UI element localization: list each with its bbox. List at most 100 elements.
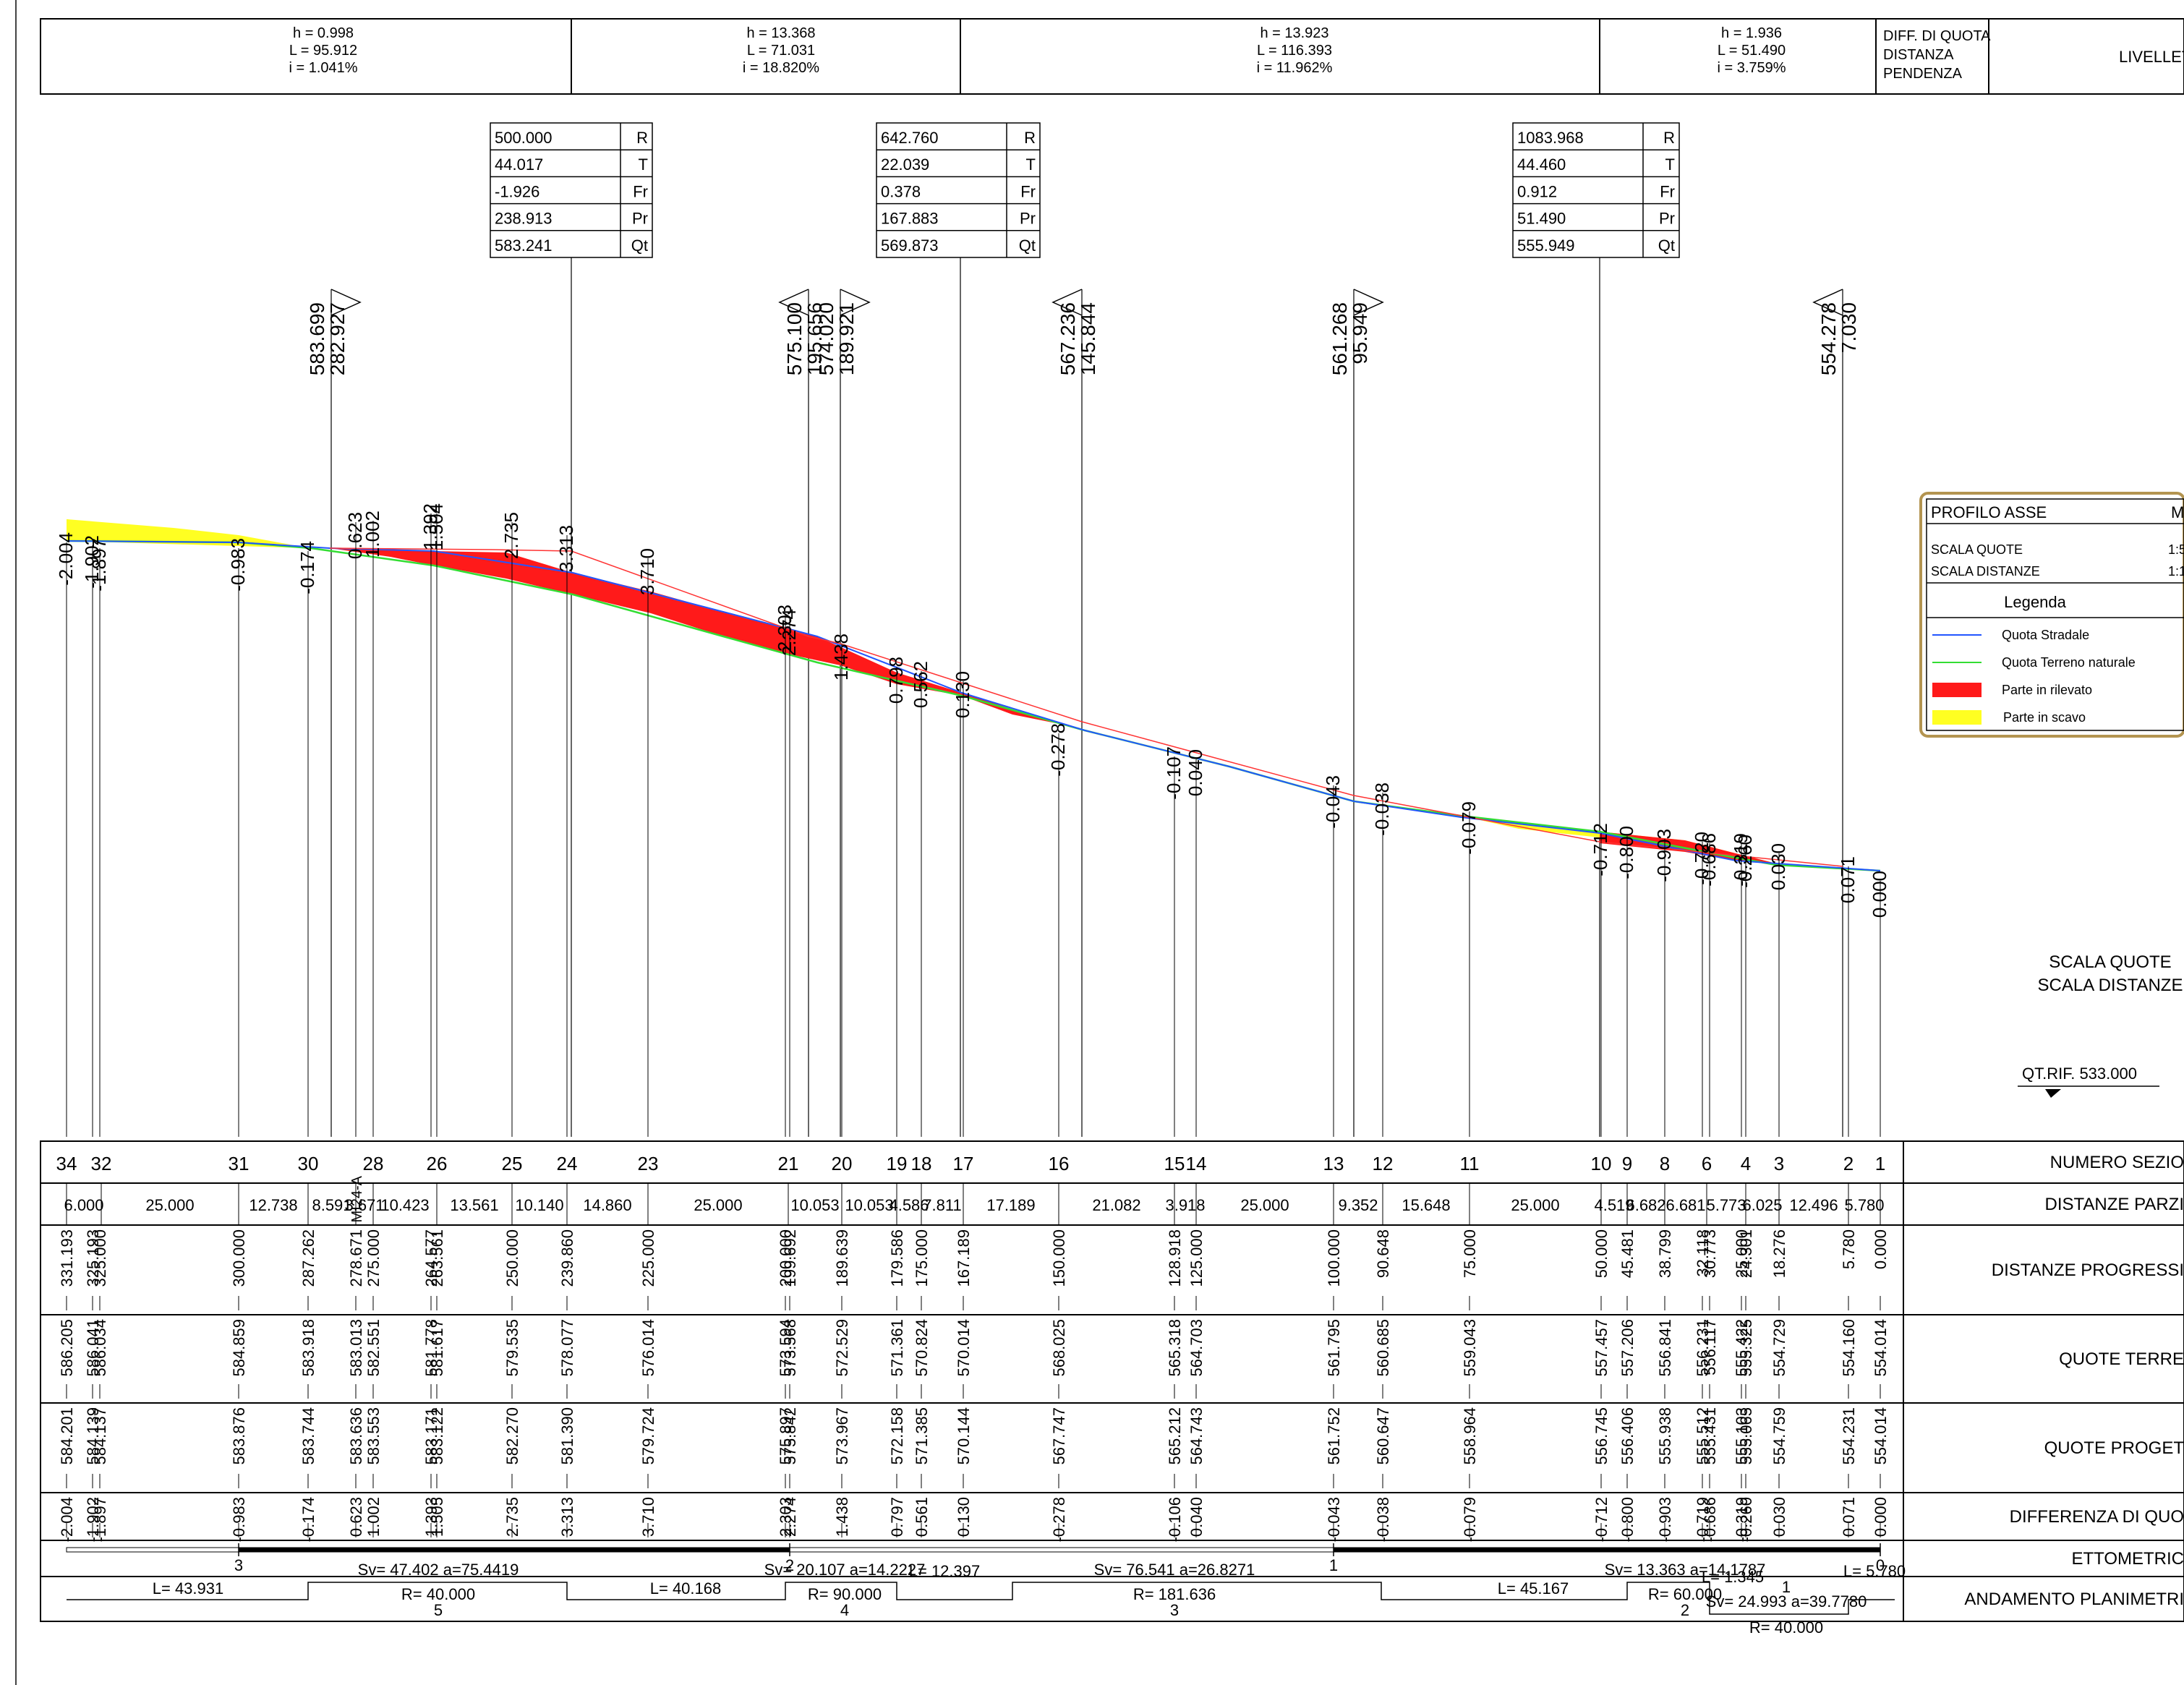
legend-scale-distance-value: 1:1 — [2168, 564, 2184, 579]
ettometric-label: 0 — [1876, 1556, 1885, 1574]
legend-fill-swatch — [1932, 683, 1982, 697]
vertex-distance: 189.921 — [835, 302, 858, 375]
row-title: DIFFERENZA DI QUO — [2010, 1507, 2184, 1527]
section-number: 26 — [427, 1153, 448, 1174]
partial-distance: 15.648 — [1402, 1196, 1450, 1214]
grade-L-0: L = 95.912 — [289, 43, 357, 59]
tangent-line — [329, 547, 1843, 867]
profile-diff-label: -0.107 — [1163, 746, 1185, 800]
curve-box-key: Fr — [1660, 182, 1675, 200]
section-number: 8 — [1660, 1153, 1670, 1174]
vertex-distance: 282.927 — [326, 302, 349, 375]
curve-box-0: 500.000 R 44.017 T -1.926 Fr 238.913 Pr 583.241 Q… — [490, 122, 653, 1137]
project-value: 556.406 — [1618, 1407, 1637, 1465]
differences-value: -0.174 — [299, 1497, 317, 1542]
planimetric-curve-sv: Sv= 47.402 a=75.4419 — [358, 1561, 519, 1579]
project-value: 571.385 — [913, 1407, 931, 1465]
section-number: 13 — [1323, 1153, 1344, 1174]
curve-box-value: 569.873 — [881, 236, 939, 255]
differences-value: -0.043 — [1325, 1497, 1343, 1542]
grade-header-title: LIVELLET — [2119, 48, 2184, 66]
grade-i-3: i = 3.759% — [1717, 60, 1786, 76]
differences-value: -0.719 — [1694, 1497, 1712, 1542]
curve-box-value: 51.490 — [1517, 210, 1566, 228]
terrain-value: 586.041 — [84, 1319, 102, 1377]
partial-distance: 7.811 — [923, 1196, 961, 1214]
project-value: 583.636 — [347, 1407, 365, 1465]
progressive-value: 264.577 — [422, 1229, 440, 1287]
differences-value: 3.313 — [558, 1497, 576, 1537]
curve-box-value: 500.000 — [495, 129, 553, 147]
profile-diff-label: -0.260 — [1734, 835, 1756, 888]
project-value: 584.137 — [91, 1407, 109, 1465]
progressive-value: 189.639 — [833, 1229, 851, 1287]
terrain-value: 572.529 — [833, 1319, 851, 1377]
differences-value: 0.030 — [1770, 1497, 1788, 1537]
legend-scale-distance: SCALA DISTANZE — [1931, 564, 2040, 579]
curve-box-key: R — [1024, 129, 1036, 147]
project-value: 565.212 — [1166, 1407, 1184, 1465]
planimetric-curve-r: R= 181.636 — [1133, 1585, 1216, 1603]
ettometric-label: 3 — [234, 1556, 243, 1574]
curve-box-value: -1.926 — [495, 182, 539, 200]
curve-box-key: Qt — [1658, 236, 1675, 255]
project-value: 575.897 — [777, 1407, 795, 1465]
partial-distance: 17.189 — [986, 1196, 1035, 1214]
legend-subtitle: Legenda — [2004, 593, 2066, 611]
profile-diff-label: -0.903 — [1653, 829, 1675, 882]
terrain-value: 557.457 — [1592, 1319, 1611, 1377]
grade-i-1: i = 18.820% — [743, 60, 819, 76]
project-value: 556.745 — [1592, 1407, 1611, 1465]
curve-box-value: 238.913 — [495, 210, 553, 228]
vertex-quota: 561.268 — [1328, 302, 1351, 375]
differences-value: 3.710 — [639, 1497, 657, 1537]
legend-item-terrain: Quota Terreno naturale — [2002, 655, 2136, 670]
row-title: DISTANZE PROGRESSI — [1992, 1260, 2184, 1280]
terrain-value: 586.205 — [58, 1319, 76, 1377]
section-number: 10 — [1591, 1153, 1612, 1174]
project-value: 584.139 — [84, 1407, 102, 1465]
planimetric-curve-r: R= 40.000 — [1749, 1618, 1823, 1637]
differences-value: 2.303 — [777, 1497, 795, 1537]
planimetric-curve-r: R= 60.000 — [1648, 1585, 1722, 1603]
section-number: 3 — [1774, 1153, 1784, 1174]
reference-datum-label: QT.RIF. 533.000 — [2022, 1065, 2137, 1083]
profile-diff-label: 2.274 — [778, 609, 800, 656]
terrain-value: 561.795 — [1325, 1319, 1343, 1377]
grade-header-label-distance: DISTANZA — [1883, 47, 1954, 63]
profile-diff-label: -0.983 — [227, 538, 249, 592]
profile-diff-label: 3.710 — [636, 548, 658, 595]
curve-box-value: 44.017 — [495, 155, 543, 174]
planimetric-straight: L= 45.167 — [1498, 1579, 1569, 1597]
profile-plot: -2.004 -1.902-1.897 -0.983 -0.174 0.6231.002… — [55, 503, 1890, 1137]
partial-distance: 6.000 — [64, 1196, 103, 1214]
project-value: 579.724 — [639, 1407, 657, 1465]
progressive-value: 30.773 — [1701, 1229, 1719, 1278]
progressive-value: 200.000 — [777, 1229, 795, 1287]
progressive-value: 263.561 — [428, 1229, 446, 1287]
ettometric-segment — [1334, 1548, 1880, 1552]
legend-box: PROFILO ASSE M SCALA QUOTE 1:5 SCALA DIS… — [1919, 492, 2184, 738]
profile-diff-label: -0.712 — [1590, 823, 1611, 876]
reference-datum: QT.RIF. 533.000 — [2018, 1065, 2159, 1098]
project-value: 583.122 — [428, 1407, 446, 1465]
profile-diff-label: -1.897 — [88, 538, 110, 592]
differences-value: -0.983 — [230, 1497, 248, 1542]
project-value: 573.967 — [833, 1407, 851, 1465]
progressive-value: 278.671 — [347, 1229, 365, 1287]
progressive-value: 325.000 — [91, 1229, 109, 1287]
profile-diff-label: -0.043 — [1322, 775, 1344, 829]
terrain-value: 573.594 — [777, 1319, 795, 1377]
section-number: 6 — [1702, 1153, 1712, 1174]
fill-area — [330, 548, 1056, 723]
vertex-quota: 554.278 — [1817, 302, 1840, 375]
differences-value: 0.130 — [955, 1497, 973, 1537]
section-number: 12 — [1373, 1153, 1394, 1174]
grade-i-2: i = 11.962% — [1257, 60, 1333, 76]
progressive-value: 225.000 — [639, 1229, 657, 1287]
curve-box-value: 44.460 — [1517, 155, 1566, 174]
differences-value: -0.260 — [1737, 1497, 1755, 1542]
differences-value: -0.079 — [1461, 1497, 1479, 1542]
